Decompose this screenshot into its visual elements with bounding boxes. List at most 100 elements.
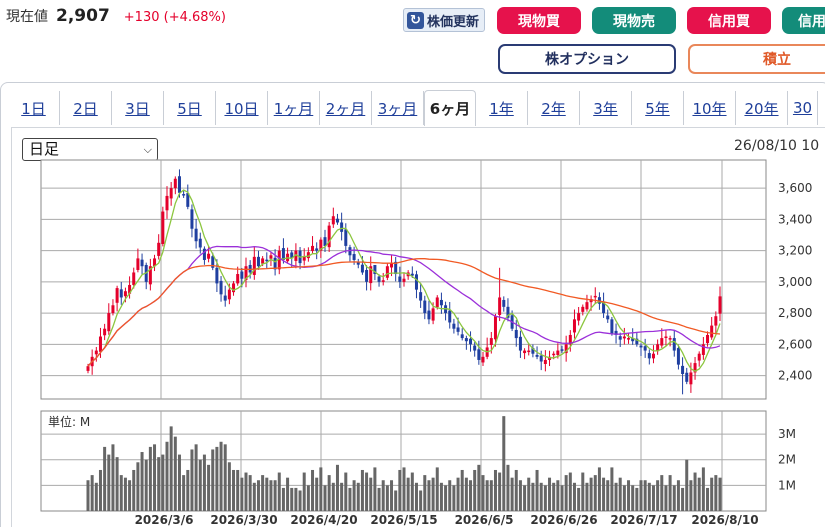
tab-1[interactable]: 2日 [60, 91, 112, 125]
volume-bar [286, 477, 290, 511]
tab-4[interactable]: 10日 [216, 91, 268, 125]
volume-bar [402, 467, 406, 511]
volume-bar [693, 472, 697, 511]
candle-body [631, 338, 635, 342]
volume-bar [548, 477, 552, 511]
volume-bar [664, 485, 668, 511]
volume-bar [153, 444, 157, 511]
volume-bar [647, 482, 651, 511]
volume-bar [531, 482, 535, 511]
volume-bar [223, 444, 227, 511]
candle-body [136, 258, 140, 270]
tab-5[interactable]: 1ヶ月 [268, 91, 320, 125]
tab-11[interactable]: 3年 [580, 91, 632, 125]
volume-bar [294, 487, 298, 511]
candle-body [614, 330, 618, 335]
volume-bar [161, 454, 165, 511]
candle-body [539, 355, 543, 362]
candle-body [514, 329, 518, 339]
candle-body [98, 336, 102, 352]
tab-6[interactable]: 2ヶ月 [320, 91, 372, 125]
candle-body [564, 344, 568, 354]
spot-sell-button[interactable]: 現物売 [592, 7, 676, 34]
tab-13[interactable]: 10年 [684, 91, 736, 125]
candle-interval-value: 日足 [29, 140, 60, 158]
volume-bar [535, 469, 539, 511]
volume-bar [685, 459, 689, 511]
candle-body [265, 259, 269, 262]
volume-bar [244, 472, 248, 511]
candle-body [518, 336, 522, 351]
accumulate-button[interactable]: 積立 [688, 44, 825, 74]
candle-body [365, 269, 369, 282]
volume-bar [610, 467, 614, 511]
candle-body [198, 238, 202, 248]
volume-bar [464, 477, 468, 511]
volume-bar [232, 469, 236, 511]
volume-bar [369, 477, 373, 511]
x-tick-label: 2026/5/15 [370, 513, 437, 527]
volume-bar [269, 480, 273, 511]
volume-bar [194, 444, 198, 511]
refresh-label: 株価更新 [427, 14, 480, 30]
candle-body [123, 291, 127, 297]
tab-8[interactable]: 6ヶ月 [424, 90, 476, 126]
volume-bar [173, 436, 177, 511]
tab-2[interactable]: 3日 [112, 91, 164, 125]
refresh-icon: ↻ [407, 11, 424, 29]
stock-option-button[interactable]: 株オプション [498, 44, 676, 74]
volume-bar [115, 457, 119, 511]
tab-15[interactable]: 30 [788, 91, 818, 125]
candle-body [290, 252, 294, 259]
volume-bar [219, 441, 223, 511]
candle-body [585, 302, 589, 310]
candle-body [651, 353, 655, 359]
volume-bar [527, 477, 531, 511]
volume-bar [261, 475, 265, 511]
volume-bar [94, 482, 98, 511]
volume-bar [169, 426, 173, 511]
volume-bar [639, 480, 643, 511]
tab-9[interactable]: 1年 [476, 91, 528, 125]
candle-body [157, 242, 161, 256]
candle-body [306, 252, 310, 259]
candle-body [119, 289, 123, 298]
candle-body [610, 319, 614, 334]
candle-body [340, 222, 344, 232]
tab-7[interactable]: 3ヶ月 [372, 91, 424, 125]
tab-0[interactable]: 1日 [8, 91, 60, 125]
margin-buy-button[interactable]: 信用買 [687, 7, 771, 34]
volume-bar [564, 475, 568, 511]
refresh-price-button[interactable]: ↻ 株価更新 [403, 8, 486, 32]
price-tick-label: 3,400 [778, 212, 812, 226]
volume-bar [560, 485, 564, 511]
volume-bar [277, 472, 281, 511]
volume-bar [460, 469, 464, 511]
tab-12[interactable]: 5年 [632, 91, 684, 125]
volume-bar [456, 477, 460, 511]
candle-body [186, 193, 190, 207]
candle-body [352, 254, 356, 260]
candle-body [647, 353, 651, 359]
candle-body [602, 302, 606, 314]
tab-14[interactable]: 20年 [736, 91, 788, 125]
candle-body [302, 256, 306, 261]
volume-bar [439, 482, 443, 511]
candle-body [606, 315, 610, 320]
volume-bar [86, 480, 90, 511]
candle-body [165, 195, 169, 211]
margin-sell-button[interactable]: 信用 [782, 7, 825, 34]
tab-3[interactable]: 5日 [164, 91, 216, 125]
volume-bar [485, 480, 489, 511]
price-tick-label: 3,600 [778, 181, 812, 195]
ma-short-line [87, 189, 721, 372]
candle-body [111, 305, 115, 314]
volume-bar [348, 487, 352, 511]
tab-10[interactable]: 2年 [528, 91, 580, 125]
spot-buy-button[interactable]: 現物買 [497, 7, 581, 34]
candle-body [153, 258, 157, 267]
price-tick-label: 3,200 [778, 244, 812, 258]
volume-bar [714, 475, 718, 511]
volume-bar [448, 480, 452, 511]
candle-body [227, 289, 231, 300]
